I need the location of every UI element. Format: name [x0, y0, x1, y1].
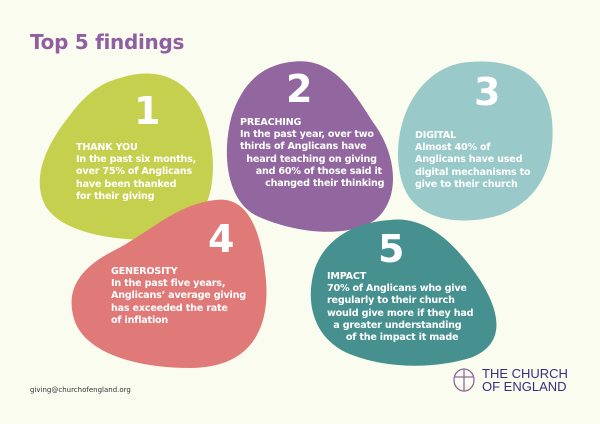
finding-2-number: 2: [286, 67, 313, 111]
logo-line-1: THE CHURCH: [482, 366, 568, 381]
finding-1-number: 1: [134, 89, 161, 133]
finding-5-number: 5: [378, 227, 405, 271]
blob-2: [226, 61, 394, 232]
finding-1-heading: THANK YOU: [76, 142, 138, 153]
blob-4: [71, 199, 267, 368]
blob-5: [310, 219, 497, 366]
finding-2: PREACHING In the past year, over two thir…: [240, 117, 385, 190]
finding-4-body: In the past five years, Anglicans’ avera…: [111, 278, 246, 326]
finding-3-body: Almost 40% of Anglicans have used digita…: [415, 142, 531, 190]
finding-2-heading: PREACHING: [240, 117, 302, 128]
finding-4-number: 4: [208, 217, 235, 261]
finding-2-body: In the past year, over two thirds of Ang…: [240, 129, 385, 190]
church-of-england-logo: THE CHURCH OF ENGLAND: [452, 367, 568, 393]
finding-1-body: In the past six months, over 75% of Angl…: [76, 154, 197, 202]
finding-3-heading: DIGITAL: [415, 130, 456, 141]
contact-email[interactable]: giving@churchofengland.org: [30, 386, 131, 394]
finding-3: DIGITAL Almost 40% of Anglicans have used…: [415, 130, 531, 191]
finding-5-heading: IMPACT: [327, 271, 367, 282]
finding-3-number: 3: [474, 70, 501, 114]
finding-1: THANK YOU In the past six months, over 75…: [76, 142, 196, 203]
finding-5: IMPACT 70% of Anglicans who give regularl…: [327, 271, 473, 344]
blob-3: [397, 61, 553, 221]
finding-4: GENEROSITY In the past five years, Anglic…: [111, 266, 246, 327]
church-of-england-cross-icon: [453, 368, 475, 392]
blob-1: [39, 73, 213, 240]
finding-5-body: 70% of Anglicans who give regularly to t…: [327, 283, 474, 344]
logo-line-2: OF ENGLAND: [482, 379, 567, 394]
page-title: Top 5 findings: [30, 30, 185, 54]
finding-4-heading: GENEROSITY: [111, 266, 178, 277]
